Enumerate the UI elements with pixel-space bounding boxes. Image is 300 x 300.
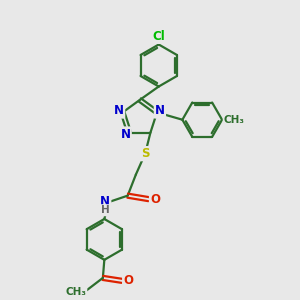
Text: CH₃: CH₃ [65, 286, 86, 297]
Text: N: N [155, 104, 165, 118]
Text: O: O [150, 193, 160, 206]
Text: H: H [101, 205, 110, 215]
Text: O: O [123, 274, 133, 287]
Text: N: N [114, 104, 124, 118]
Text: N: N [121, 128, 131, 141]
Text: S: S [141, 147, 149, 160]
Text: N: N [100, 195, 110, 208]
Text: Cl: Cl [152, 30, 165, 43]
Text: CH₃: CH₃ [224, 115, 245, 125]
